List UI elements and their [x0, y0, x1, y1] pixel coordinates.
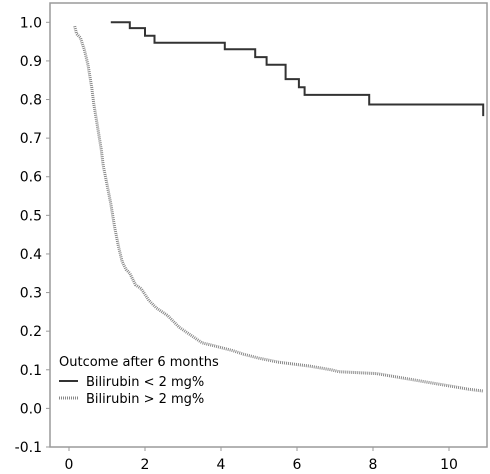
series-line-1 — [110, 21, 485, 117]
y-tick-label: 0.4 — [20, 247, 42, 263]
y-tick-label: 0.0 — [20, 401, 42, 417]
y-tick-label: 0.3 — [20, 286, 42, 302]
series-line-2 — [73, 25, 484, 393]
x-tick-label: 2 — [141, 457, 150, 473]
y-tick-label: 0.9 — [20, 54, 42, 70]
y-tick-label: -0.1 — [15, 440, 42, 456]
legend-entry-2: Bilirubin > 2 mg% — [86, 392, 204, 407]
y-tick-label: 0.7 — [20, 131, 42, 147]
y-tick-label: 0.8 — [20, 93, 42, 109]
legend: Outcome after 6 months Bilirubin < 2 mg%… — [59, 355, 219, 407]
y-tick-label: 0.6 — [20, 170, 42, 186]
y-tick-label: 1.0 — [20, 15, 42, 31]
x-tick-label: 4 — [217, 457, 226, 473]
x-tick-label: 6 — [293, 457, 302, 473]
x-tick-label: 8 — [369, 457, 378, 473]
plot-area — [49, 2, 488, 448]
y-tick-label: 0.2 — [20, 324, 42, 340]
legend-entry-1: Bilirubin < 2 mg% — [86, 375, 204, 390]
x-tick-label: 10 — [440, 457, 458, 473]
y-tick-label: 0.5 — [20, 208, 42, 224]
x-tick-label: 0 — [65, 457, 74, 473]
y-tick-label: 0.1 — [20, 363, 42, 379]
legend-title: Outcome after 6 months — [59, 355, 219, 370]
